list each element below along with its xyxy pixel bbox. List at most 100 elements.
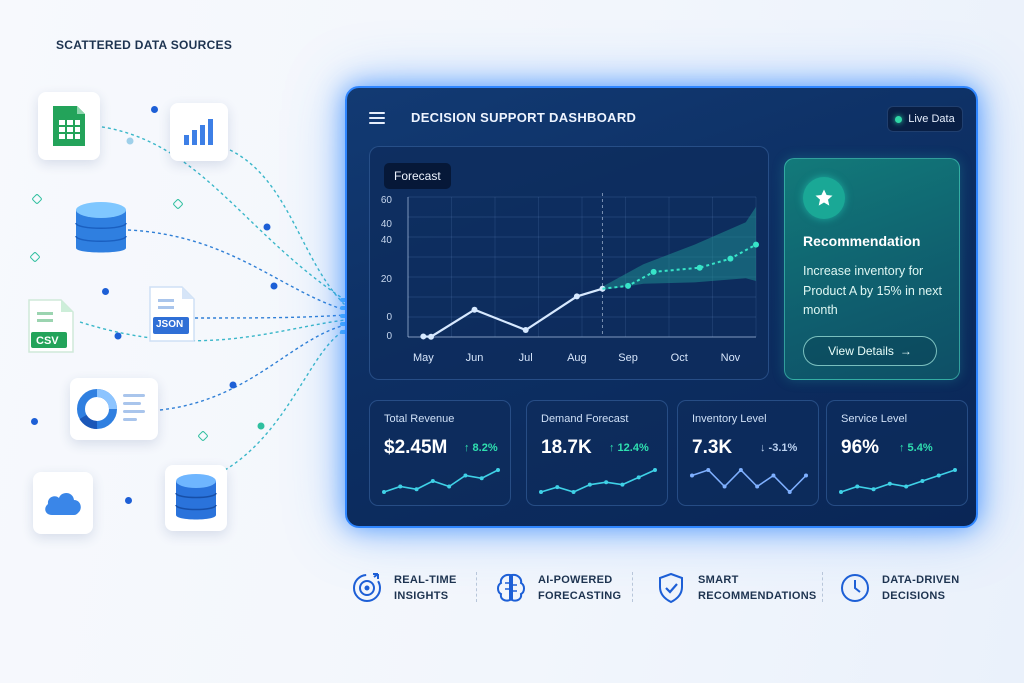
live-data-label: Live Data — [908, 113, 955, 125]
feature-line2: DECISIONS — [882, 590, 946, 602]
x-tick-label: Aug — [567, 352, 587, 364]
kpi-sparkline — [839, 468, 957, 494]
sparkline-point — [771, 473, 776, 478]
x-tick-label: May — [413, 352, 434, 364]
sparkline-point — [539, 490, 543, 494]
sparkline-point — [787, 490, 792, 494]
recommendation-title: Recommendation — [803, 233, 921, 249]
csv-file-icon — [28, 299, 74, 353]
x-tick-label: Sep — [618, 352, 638, 364]
forecast-series-line — [602, 243, 757, 290]
sparkline-point — [953, 468, 957, 472]
kpi-value: $2.45M — [384, 437, 448, 458]
actual-point — [599, 285, 606, 292]
sources-title: SCATTERED DATA SOURCES — [56, 38, 233, 52]
kpi-delta: ↓ -3.1% — [760, 442, 798, 454]
source-database — [70, 198, 132, 260]
sparkline-point — [620, 482, 625, 487]
feature-divider — [476, 572, 477, 602]
shield-check-icon — [659, 572, 683, 604]
view-details-label: View Details — [828, 344, 894, 358]
source-donut-report — [70, 378, 158, 440]
forecast-point — [696, 264, 703, 271]
x-tick-label: Jun — [466, 352, 484, 364]
kpi-label: Inventory Level — [692, 413, 767, 425]
clock-icon — [841, 574, 869, 602]
sparkline-point — [706, 468, 711, 472]
kpi-delta: ↑ 5.4% — [899, 442, 933, 454]
kpi-label: Demand Forecast — [541, 413, 629, 425]
sparkline-point — [855, 484, 860, 489]
sparkline-point — [722, 484, 727, 489]
sparkline-point — [555, 485, 560, 490]
donut-chart-icon — [77, 389, 145, 430]
kpi-demand-forecast[interactable]: Demand Forecast 18.7K ↑ 12.4% — [526, 400, 668, 506]
feature-line1: SMART — [698, 574, 739, 586]
view-details-button[interactable]: View Details → — [803, 336, 937, 366]
sparkline-point — [690, 473, 694, 478]
source-spreadsheet — [38, 92, 100, 160]
kpi-value: 18.7K — [541, 437, 592, 458]
decision-support-dashboard: DECISION SUPPORT DASHBOARD Live Data 60 4… — [345, 86, 978, 528]
feature-line2: INSIGHTS — [394, 590, 449, 602]
feature-smart-recommendations: SMART RECOMMENDATIONS — [654, 566, 817, 610]
sparkline-point — [653, 468, 657, 472]
sparkline-point — [571, 490, 576, 494]
x-tick-label: Jul — [519, 352, 533, 364]
bar-chart-icon — [184, 119, 213, 145]
feature-ai-forecasting: AI-POWERED FORECASTING — [494, 566, 621, 610]
feature-line1: REAL-TIME — [394, 574, 457, 586]
dashboard-title: DECISION SUPPORT DASHBOARD — [411, 110, 637, 125]
csv-label: CSV — [36, 335, 59, 347]
forecast-confidence-band — [602, 206, 756, 291]
brain-icon — [497, 573, 525, 602]
sparkline-point — [871, 487, 876, 492]
kpi-delta: ↑ 8.2% — [464, 442, 498, 454]
forecast-tab[interactable]: Forecast — [384, 163, 451, 189]
sparkline-point — [398, 484, 403, 489]
sparkline-point — [479, 476, 484, 481]
database-icon — [175, 474, 217, 520]
decor-dot — [151, 106, 158, 113]
sparkline-point — [936, 473, 941, 478]
sparkline-point — [839, 490, 843, 494]
feature-line2: FORECASTING — [538, 590, 622, 602]
feature-divider — [822, 572, 823, 602]
forecast-point — [650, 268, 657, 275]
sparkline-point — [382, 490, 386, 494]
sparkline-point — [414, 487, 419, 492]
database-icon — [75, 202, 127, 253]
actual-point — [471, 306, 478, 313]
actual-point — [522, 327, 529, 333]
decor-dot — [102, 288, 109, 295]
sparkline-path — [840, 469, 956, 493]
decor-dot — [31, 418, 38, 425]
forecast-point — [625, 282, 632, 289]
source-csv: CSV — [26, 298, 76, 354]
kpi-label: Service Level — [841, 413, 908, 425]
x-tick-label: Nov — [721, 352, 741, 364]
y-tick-label: 60 — [381, 195, 393, 206]
sparkline-point — [904, 484, 909, 489]
forecast-point — [727, 255, 734, 262]
feature-divider — [632, 572, 633, 602]
kpi-service-level[interactable]: Service Level 96% ↑ 5.4% — [826, 400, 968, 506]
source-bar-chart — [170, 103, 228, 161]
kpi-total-revenue[interactable]: Total Revenue $2.45M ↑ 8.2% — [369, 400, 511, 506]
y-tick-label: 40 — [381, 219, 393, 230]
json-file-icon — [149, 286, 195, 342]
menu-icon[interactable] — [369, 112, 385, 124]
decor-dot — [125, 497, 132, 504]
feature-line2: RECOMMENDATIONS — [698, 590, 817, 602]
features-row: REAL-TIME INSIGHTS AI-POWERED FORECASTING … — [350, 566, 980, 610]
source-json: JSON — [147, 284, 197, 344]
y-tick-label: 0 — [386, 331, 392, 342]
sparkline-point — [604, 480, 609, 485]
feature-real-time-insights: REAL-TIME INSIGHTS — [350, 566, 457, 610]
kpi-inventory-level[interactable]: Inventory Level 7.3K ↓ -3.1% — [677, 400, 819, 506]
target-icon — [353, 573, 381, 602]
actual-point — [573, 293, 580, 300]
sparkline-path — [540, 469, 656, 493]
live-data-badge[interactable]: Live Data — [887, 106, 963, 132]
